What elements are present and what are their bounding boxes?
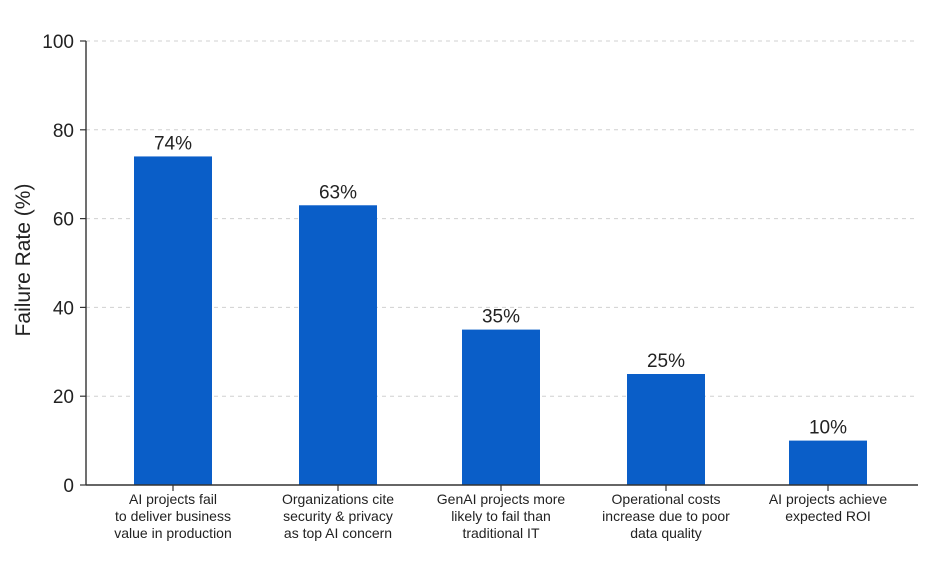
- bar-value-label: 25%: [647, 351, 685, 372]
- bars: [134, 156, 867, 485]
- y-tick-label: 60: [53, 210, 74, 231]
- bar: [134, 156, 212, 485]
- y-tick-label: 0: [63, 476, 74, 497]
- bar-value-label: 74%: [154, 133, 192, 154]
- bar-value-label: 10%: [809, 418, 847, 439]
- y-axis-title: Failure Rate (%): [12, 184, 35, 337]
- bar: [462, 329, 540, 485]
- bar: [299, 205, 377, 485]
- y-tick-label: 80: [53, 121, 74, 142]
- y-tick-label: 20: [53, 387, 74, 408]
- axes: [80, 40, 918, 491]
- bar-value-label: 63%: [319, 182, 357, 203]
- x-category-label: Operational costs increase due to poor dat…: [602, 491, 730, 541]
- bar: [627, 374, 705, 485]
- bar-value-label: 35%: [482, 307, 520, 328]
- x-category-label: GenAI projects more likely to fail than tr…: [437, 491, 566, 541]
- y-tick-label: 40: [53, 298, 74, 319]
- x-category-label: AI projects fail to deliver business value…: [114, 491, 232, 541]
- x-category-label: Organizations cite security & privacy as t…: [282, 491, 394, 541]
- labels: 0 20 40 60 80 100 74% AI projects fail to delive…: [42, 32, 887, 541]
- x-category-label: AI projects achieve expected ROI: [769, 491, 887, 524]
- bar: [789, 440, 867, 485]
- y-tick-label: 100: [42, 32, 74, 53]
